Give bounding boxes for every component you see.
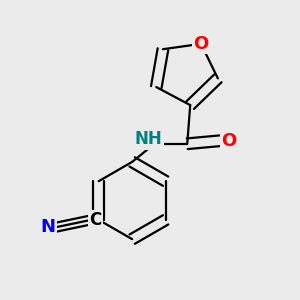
Text: C: C bbox=[90, 211, 102, 229]
Text: NH: NH bbox=[135, 130, 163, 148]
Text: O: O bbox=[194, 35, 208, 53]
Text: N: N bbox=[41, 218, 56, 236]
Text: O: O bbox=[221, 132, 236, 150]
